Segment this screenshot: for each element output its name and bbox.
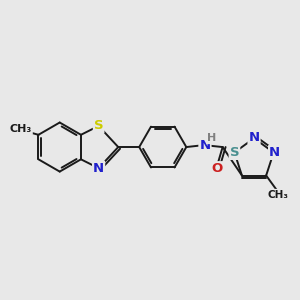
Text: N: N [200,139,211,152]
Text: CH₃: CH₃ [10,124,32,134]
Text: N: N [248,131,260,144]
Text: S: S [230,146,239,159]
Text: S: S [94,119,104,133]
Text: N: N [93,162,104,175]
Text: O: O [211,162,222,175]
Text: H: H [207,133,217,143]
Text: N: N [269,146,280,159]
Text: CH₃: CH₃ [267,190,288,200]
